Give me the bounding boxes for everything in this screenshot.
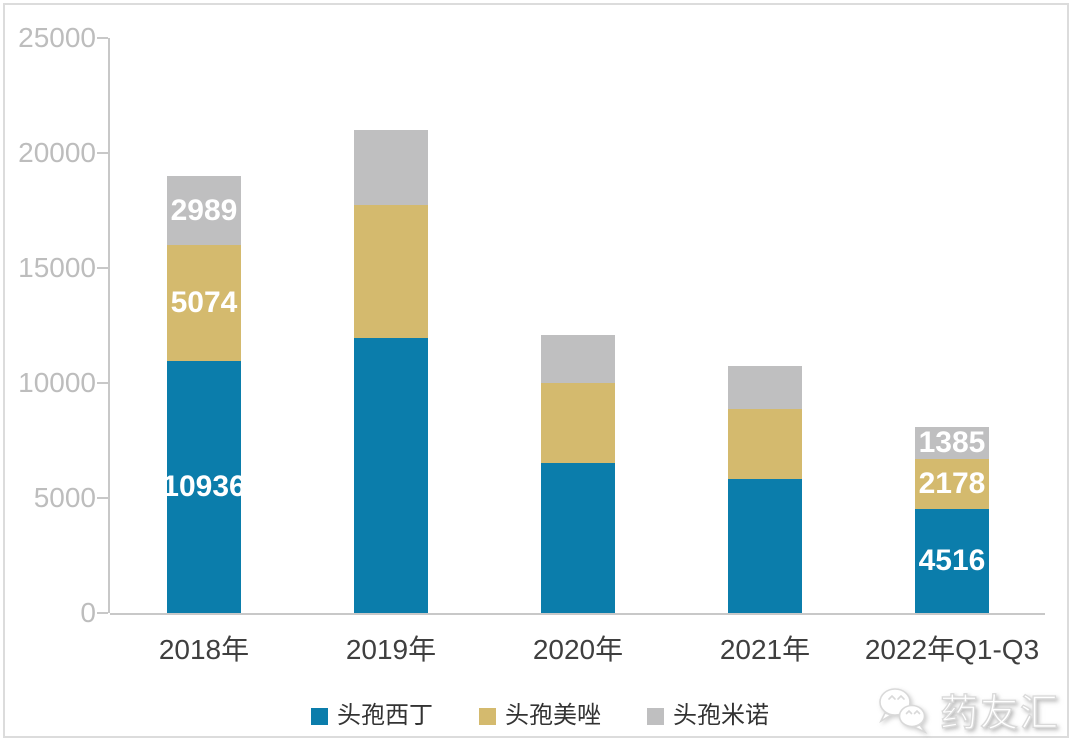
bar-segment xyxy=(167,176,241,245)
bar-segment xyxy=(728,366,802,409)
y-axis-tick-label: 10000 xyxy=(18,367,96,398)
y-axis-tick xyxy=(97,152,108,154)
wechat-bubbles-icon xyxy=(879,687,928,734)
bar-segment-value-label: 2178 xyxy=(918,467,986,500)
bar-segment xyxy=(354,338,428,613)
chart-legend: 头孢西丁 头孢美唑 头孢米诺 xyxy=(0,703,1080,729)
bar-segment-value-label: 1385 xyxy=(918,426,986,459)
legend-label: 头孢美唑 xyxy=(505,702,601,729)
legend-label: 头孢西丁 xyxy=(337,702,433,729)
bar-segment xyxy=(354,130,428,205)
y-axis-tick xyxy=(97,382,108,384)
watermark-text: 药友汇 xyxy=(939,692,1060,735)
bar-segment xyxy=(915,427,989,459)
legend-swatch xyxy=(647,707,664,725)
legend-swatch xyxy=(311,707,328,725)
bar-segment xyxy=(541,383,615,463)
legend-label: 头孢米诺 xyxy=(673,702,769,729)
watermark-logo: 药友汇 xyxy=(876,682,1060,737)
x-axis-label: 2022年Q1-Q3 xyxy=(864,634,1040,665)
y-axis-tick xyxy=(97,37,108,39)
bar-segment xyxy=(167,361,241,613)
bar-segment xyxy=(354,205,428,338)
bar-segment-value-label: 5074 xyxy=(170,286,238,319)
y-axis-tick-label: 25000 xyxy=(18,22,96,53)
bar-segment-value-label: 10936 xyxy=(162,470,246,503)
y-axis-tick xyxy=(97,612,108,614)
x-axis-line xyxy=(110,613,1045,615)
bar-segment xyxy=(541,463,615,613)
bar-segment-value-label: 2989 xyxy=(170,194,238,227)
y-axis-tick xyxy=(97,267,108,269)
x-axis-label: 2018年 xyxy=(158,634,250,665)
bar-segment xyxy=(915,459,989,509)
legend-item: 头孢米诺 xyxy=(647,703,769,729)
bar-segment xyxy=(728,479,802,613)
y-axis-line xyxy=(108,38,110,613)
bar-segment xyxy=(167,245,241,361)
bar-segment xyxy=(915,509,989,613)
bar-segment xyxy=(728,409,802,479)
x-axis-label: 2020年 xyxy=(532,634,624,665)
legend-item: 头孢西丁 xyxy=(311,703,433,729)
y-axis-tick-label: 5000 xyxy=(33,482,96,513)
legend-swatch xyxy=(479,707,496,725)
y-axis-tick xyxy=(97,497,108,499)
x-axis-label: 2019年 xyxy=(345,634,437,665)
y-axis-tick-label: 0 xyxy=(80,597,96,628)
legend-item: 头孢美唑 xyxy=(479,703,601,729)
y-axis-tick-label: 20000 xyxy=(18,137,96,168)
bar-segment xyxy=(541,335,615,383)
bar-segment-value-label: 4516 xyxy=(918,544,986,577)
y-axis-tick-label: 15000 xyxy=(18,252,96,283)
x-axis-label: 2021年 xyxy=(719,634,811,665)
